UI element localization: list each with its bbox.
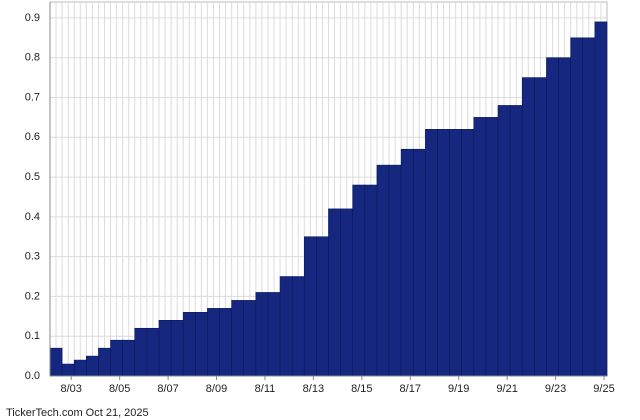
bar (449, 129, 462, 377)
bar (243, 300, 257, 377)
bar (558, 57, 571, 377)
bar (582, 37, 596, 377)
y-tick-label: 0.5 (25, 171, 40, 183)
bar (98, 347, 111, 377)
x-tick-label: 8/15 (351, 383, 372, 395)
bar (352, 184, 366, 377)
bar (425, 129, 438, 377)
bar (267, 292, 281, 377)
bar (570, 37, 584, 377)
bar (485, 117, 499, 377)
bar (110, 339, 123, 377)
bar (400, 148, 414, 377)
y-tick-label: 0.7 (25, 91, 40, 103)
bar (497, 105, 511, 377)
bar (146, 327, 160, 377)
bar (473, 117, 487, 377)
x-tick-label: 8/17 (400, 383, 421, 395)
bar (303, 236, 317, 377)
y-tick-label: 0.2 (25, 290, 40, 302)
bar (207, 308, 220, 377)
x-tick-label: 9/21 (496, 383, 517, 395)
y-tick-label: 0.9 (25, 12, 40, 24)
bar (316, 236, 329, 377)
bar (86, 355, 99, 377)
bar (158, 319, 172, 377)
x-tick-label: 8/11 (255, 383, 276, 395)
x-tick-label: 8/03 (61, 383, 82, 395)
bar (521, 77, 535, 377)
x-tick-label: 8/09 (206, 383, 227, 395)
bar (195, 312, 208, 377)
y-tick-label: 0.0 (25, 370, 40, 382)
bar (73, 359, 87, 377)
bar (594, 21, 608, 377)
y-tick-label: 0.6 (25, 131, 40, 143)
x-tick-label: 8/13 (303, 383, 324, 395)
bar (461, 129, 475, 377)
bar (376, 164, 390, 377)
x-tick-label: 9/19 (448, 383, 469, 395)
bar (182, 312, 196, 377)
y-tick-label: 0.1 (25, 330, 40, 342)
bar (291, 276, 305, 377)
y-tick-label: 0.8 (25, 52, 40, 64)
bar (340, 208, 354, 377)
bar (231, 300, 245, 377)
bar (509, 105, 523, 377)
y-tick-label: 0.3 (25, 251, 40, 263)
bar (412, 148, 426, 377)
bar (388, 164, 402, 377)
x-tick-label: 8/07 (157, 383, 178, 395)
bar (546, 57, 559, 377)
bar (255, 292, 269, 377)
bar (170, 319, 184, 377)
bar (437, 129, 450, 377)
bar (49, 347, 63, 377)
x-tick-label: 9/23 (545, 383, 566, 395)
y-tick-label: 0.4 (25, 211, 40, 223)
x-tick-label: 8/05 (109, 383, 130, 395)
bar (328, 208, 341, 377)
bar (364, 184, 378, 377)
x-tick-label: 9/25 (593, 383, 614, 395)
bar (61, 363, 75, 377)
footer: TickerTech.com Oct 21, 2025 (6, 407, 149, 419)
bar (134, 327, 148, 377)
bar (534, 77, 547, 377)
bar (279, 276, 293, 377)
bar (122, 339, 136, 377)
bar (219, 308, 232, 377)
